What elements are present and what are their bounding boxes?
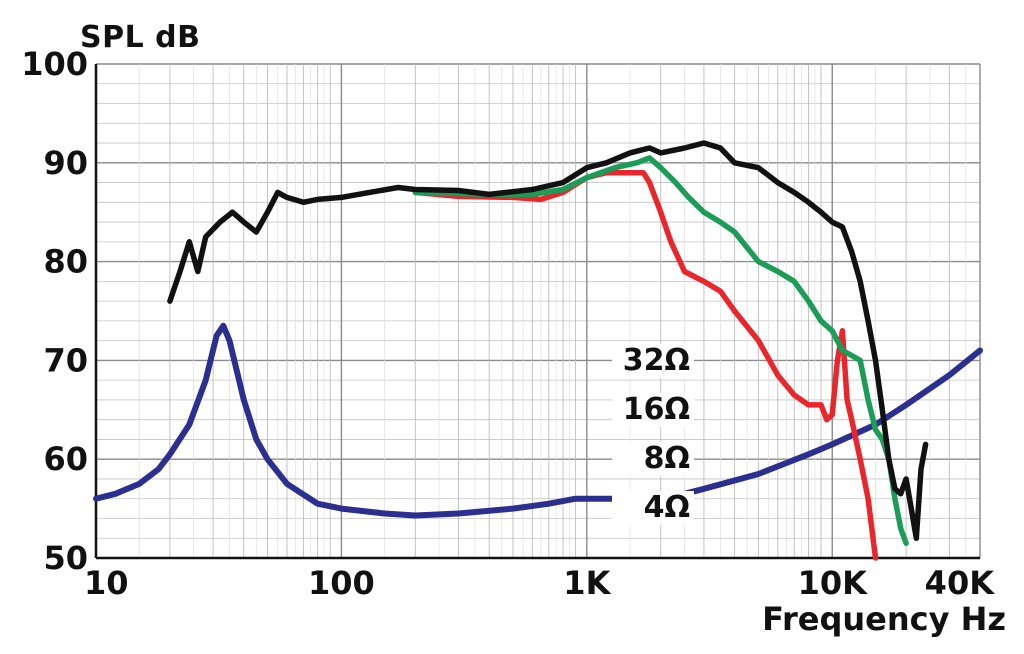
y-tick-label: 60 <box>43 440 88 478</box>
series-line-32ohm <box>167 140 929 541</box>
legend-label: 8Ω <box>644 441 690 476</box>
y-axis-label: SPL dB <box>80 20 201 55</box>
x-axis-label: Frequency Hz <box>762 600 1006 638</box>
series-line-4ohm <box>93 322 983 519</box>
y-tick-label: 50 <box>43 539 88 577</box>
legend: 32Ω 16Ω 8Ω 4Ω <box>612 343 694 525</box>
legend-label: 16Ω <box>623 392 690 427</box>
axes <box>94 64 980 560</box>
series-line-16ohm <box>412 155 909 546</box>
y-tick-label: 100 <box>21 45 88 83</box>
series-lines <box>93 140 983 561</box>
x-tick-label: 1K <box>563 564 611 602</box>
y-tick-label: 80 <box>43 243 88 281</box>
legend-label-bg <box>612 442 694 476</box>
legend-label-bg <box>612 491 694 525</box>
grid <box>95 63 981 559</box>
tick-labels: 50 60 70 80 90 100 10 100 1K 10K 40K <box>21 45 995 602</box>
x-tick-label: 40K <box>925 564 996 602</box>
legend-label-bg <box>612 393 694 427</box>
y-tick-label: 70 <box>43 341 88 379</box>
legend-label-bg <box>612 344 694 378</box>
y-tick-label: 90 <box>43 144 88 182</box>
x-tick-label: 10 <box>84 564 129 602</box>
x-tick-label: 100 <box>308 564 375 602</box>
x-tick-label: 10K <box>798 564 869 602</box>
legend-label: 4Ω <box>644 490 690 525</box>
legend-label: 32Ω <box>623 343 690 378</box>
